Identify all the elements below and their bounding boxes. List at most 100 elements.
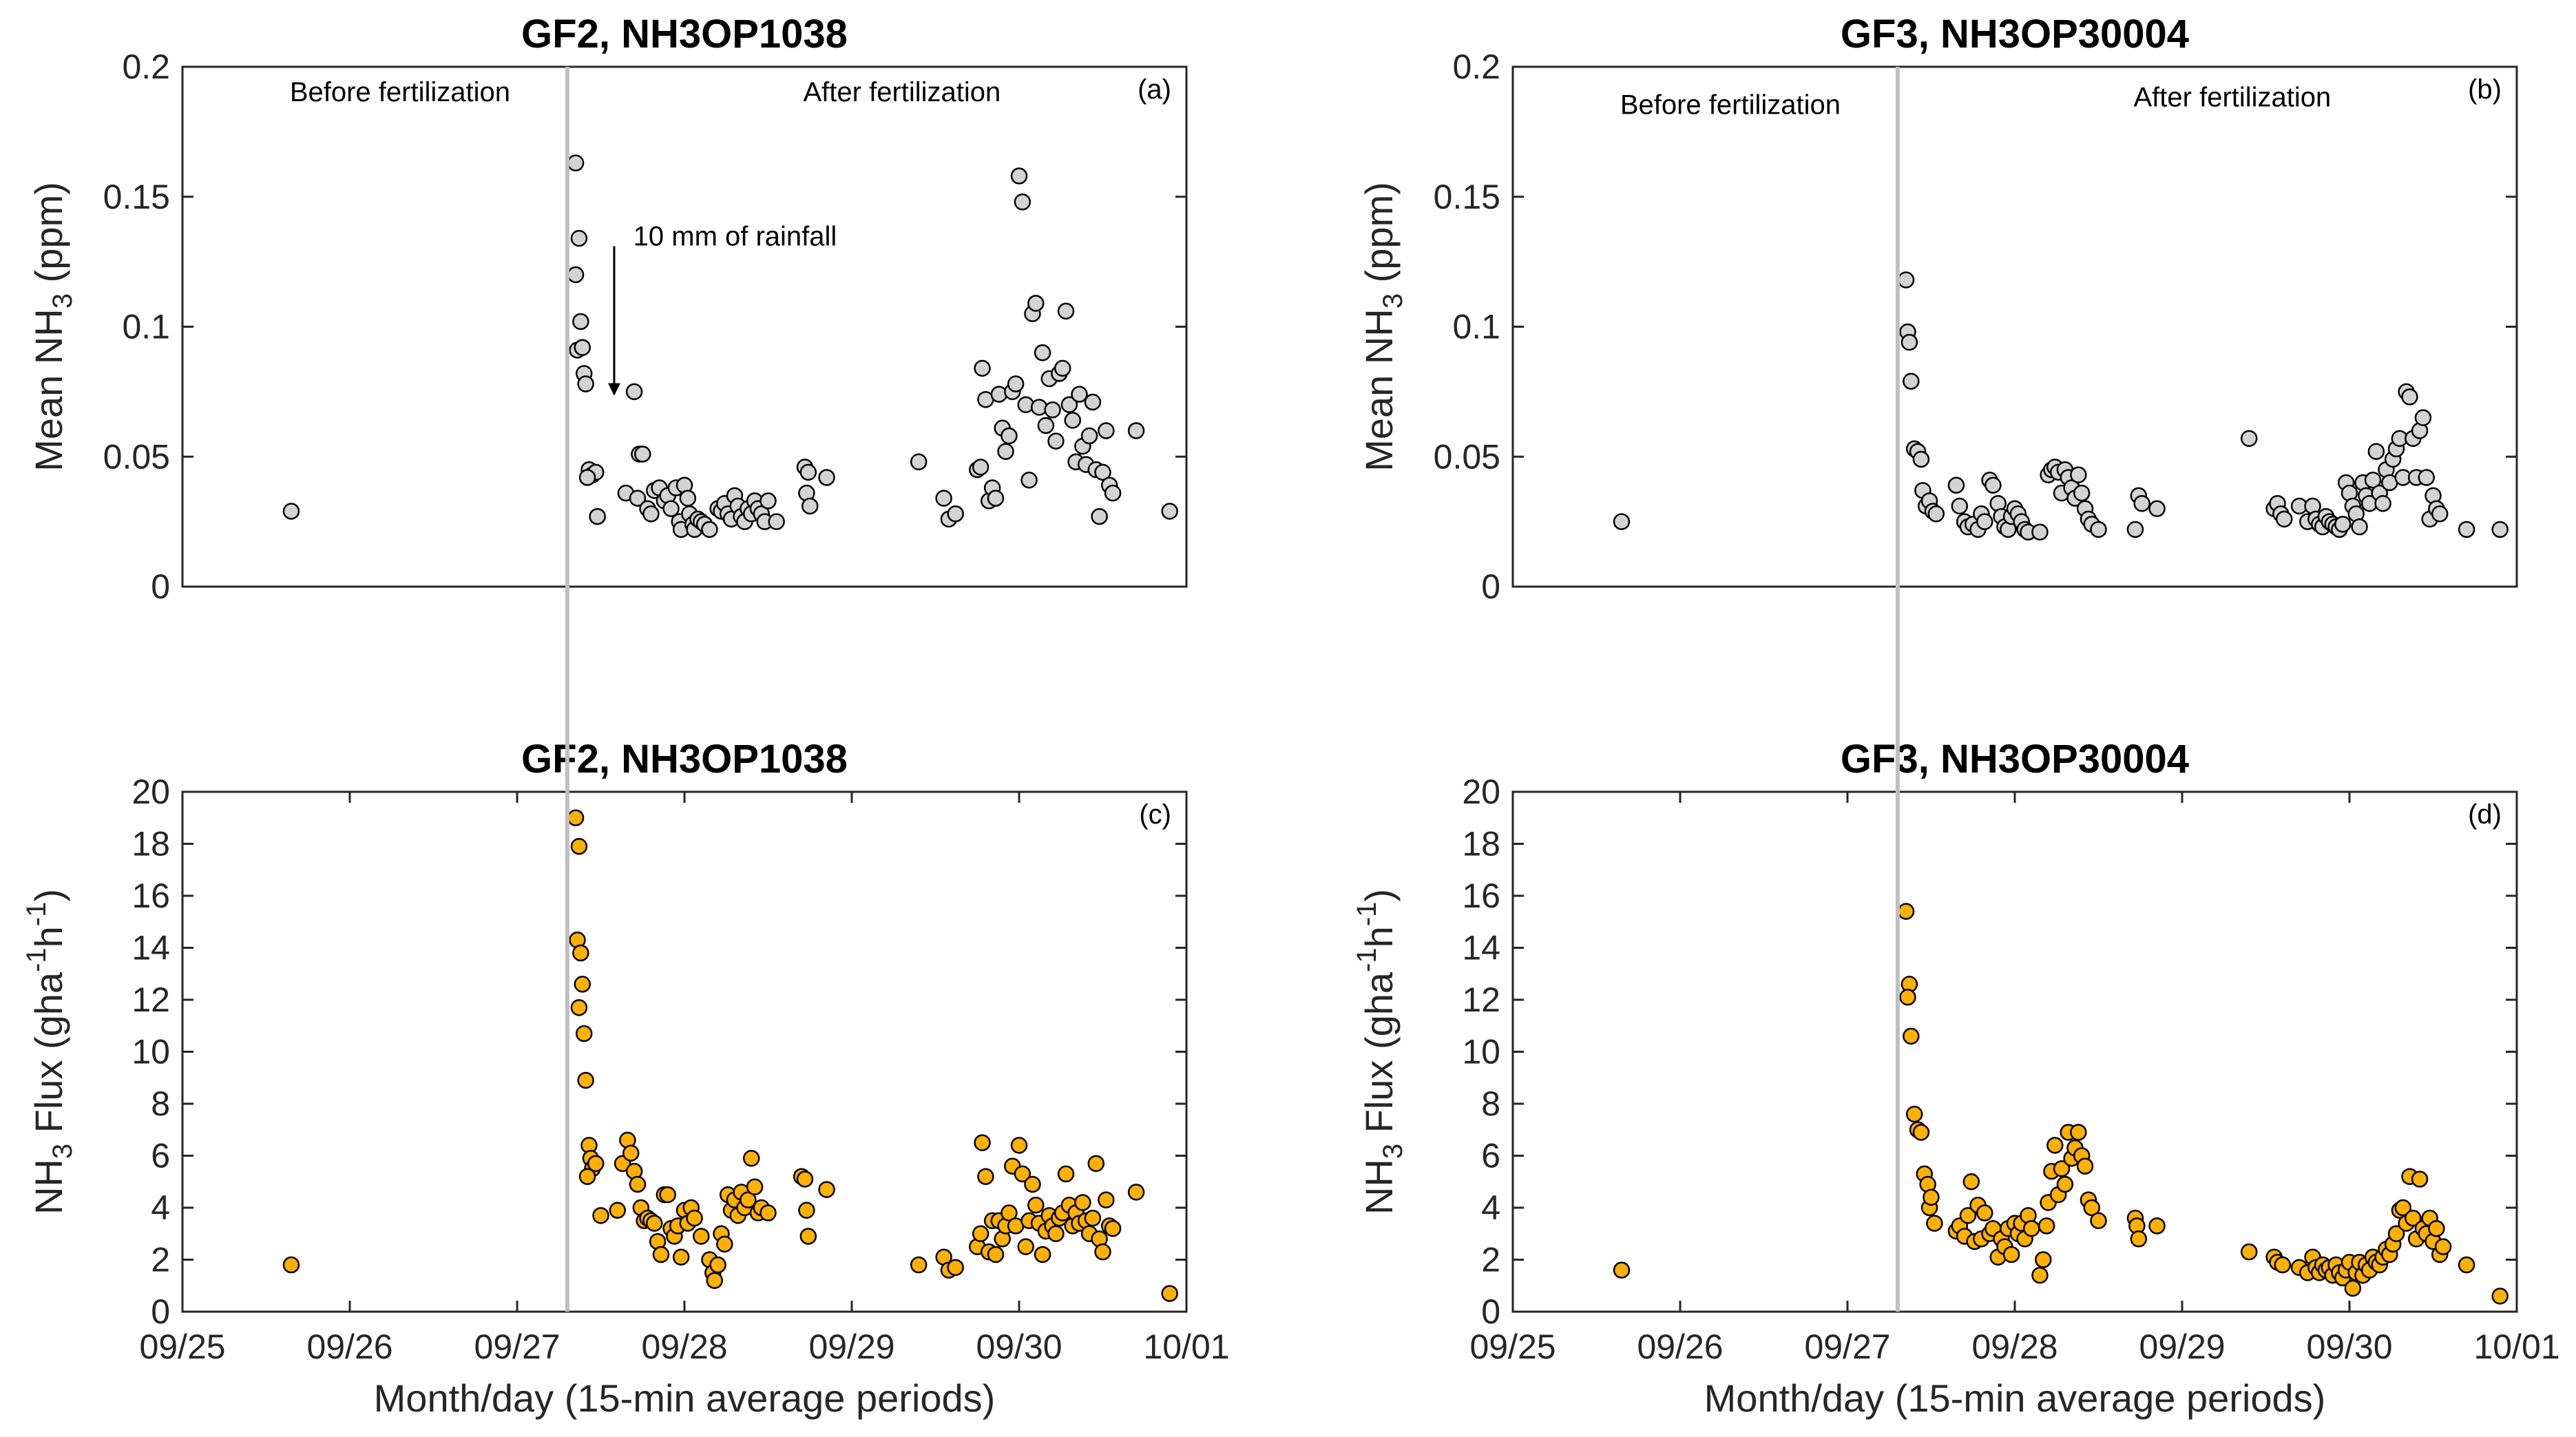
data-points [282,154,1178,538]
data-point [1923,1188,1940,1206]
data-point [798,1202,815,1219]
data-point [2491,1288,2509,1305]
data-point [567,809,585,826]
data-point [1927,505,1945,523]
data-point [1905,1105,1923,1123]
fertilization-lines [565,67,1900,1312]
data-point [646,1215,663,1232]
data-point [1900,333,1918,351]
x-tick-label: 09/30 [976,1328,1062,1366]
data-point [2083,1199,2101,1217]
data-point [1947,476,1965,494]
data-point [1091,507,1108,525]
data-point [629,1175,647,1193]
y-tick-label: 18 [132,825,170,863]
x-tick-label: 09/27 [474,1328,560,1366]
data-point [2374,494,2391,512]
data-point [740,1191,757,1208]
data-point [2364,471,2382,489]
data-points [282,809,1178,1302]
data-point [799,463,817,481]
data-point [2351,518,2368,536]
data-point [1001,1204,1018,1221]
panel-a: GF2, NH3OP1038 (a) 0 0.05 0.1 0.15 0.2 Mean NH3… [27,12,1188,606]
data-point [1613,513,1631,530]
data-point [1897,271,1915,289]
data-point [2076,1157,2094,1175]
data-point [974,1134,991,1151]
data-point [2344,1279,2362,1297]
plot-area [181,790,1188,1313]
y-tick-label: 0 [151,1292,170,1331]
y-tick-label: 10 [132,1033,170,1071]
data-point [2334,516,2352,533]
data-point [1985,476,2002,494]
data-point [818,469,835,486]
y-axis-label-suffix: ) [1357,889,1401,902]
y-tick-label: 20 [132,773,170,811]
y-tick-label: 6 [151,1137,170,1175]
data-point [972,1225,989,1242]
data-point [2126,521,2144,538]
data-point [1094,1243,1111,1261]
data-point [2240,1243,2258,1261]
data-point [2458,521,2475,538]
data-point [1037,417,1055,434]
data-point [1912,1124,1930,1141]
panel-label: (c) [1139,799,1171,830]
data-point [589,507,606,525]
y-axis-label-prefix: Mean NH [27,308,70,472]
data-point [578,1168,596,1185]
data-point [1027,1196,1045,1214]
data-point [1959,1207,1977,1224]
y-tick-label: 0.15 [103,178,170,216]
data-point [577,375,594,392]
data-point [574,976,591,993]
data-point [1951,497,1969,515]
y-axis-label-mid2: h [1357,926,1401,947]
data-point [1071,386,1088,403]
data-point [609,1202,627,1219]
data-point [2367,443,2385,460]
data-point [2491,521,2509,538]
data-point [2148,1217,2166,1235]
data-point [1014,1165,1032,1183]
data-point [2405,1209,2422,1227]
data-point [1057,1165,1075,1183]
panel-label: (d) [2468,799,2502,830]
data-point [578,469,596,486]
data-point [629,490,647,507]
data-point [1903,373,1920,390]
data-point [2046,1137,2064,1154]
data-point [2240,430,2258,448]
data-point [768,513,785,530]
y-axis-label-prefix: NH [27,1159,70,1215]
data-point [622,1144,640,1162]
y-axis-label-suffix: (ppm) [27,182,70,293]
y-axis-label-mid: Flux (gha [1357,972,1401,1144]
data-point [760,1204,777,1221]
data-point [1047,1225,1065,1242]
data-points [1613,271,2509,541]
panel-d: GF3, NH3OP30004 (d) 0 2 4 6 8 10 12 14 16 18 20 09/25… [1352,737,2560,1420]
data-point [701,521,718,538]
data-point [1161,1285,1178,1302]
y-axis-label-sup2: -1 [1352,902,1382,927]
data-point [2035,1251,2052,1268]
data-point [1024,1175,1041,1193]
data-point [2130,1230,2148,1248]
data-point [625,383,643,401]
data-point [1976,513,1993,530]
data-point [1047,432,1065,450]
data-point [1926,1215,1943,1232]
data-point [2090,1212,2107,1230]
y-axis-label: NH3 Flux (gha-1h-1) [21,889,78,1215]
data-point [818,1181,835,1198]
data-point [2434,1238,2452,1255]
data-point [2431,505,2449,523]
data-point [1017,1238,1034,1255]
y-tick-label: 4 [151,1188,170,1227]
data-point [972,459,989,476]
